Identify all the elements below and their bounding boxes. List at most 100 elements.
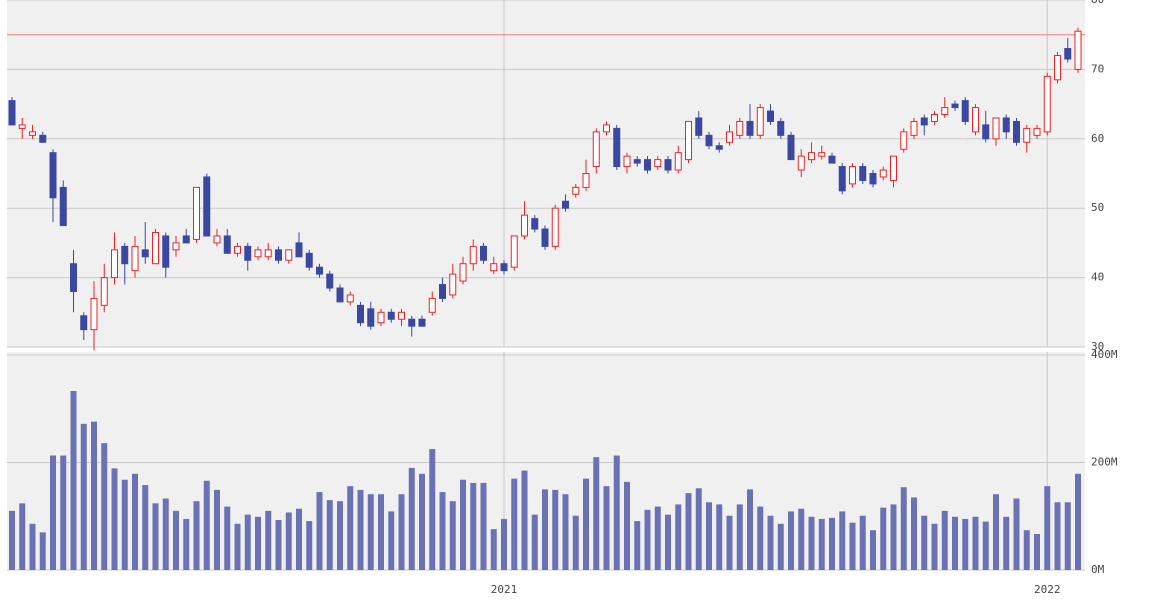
volume-bar [70, 391, 77, 570]
volume-bar [982, 521, 989, 570]
volume-bar [1013, 498, 1020, 570]
candle-body [408, 318, 416, 327]
y-tick-label: 70 [1091, 62, 1104, 75]
candle-body [623, 155, 631, 168]
candle-body [418, 318, 426, 327]
candle-body [316, 266, 323, 275]
volume-bar [777, 523, 784, 570]
y-tick-label: 30 [1091, 340, 1104, 353]
candle-body [797, 155, 805, 171]
candle-body [910, 120, 918, 136]
candle-body [756, 107, 764, 136]
volume-bar [419, 473, 425, 570]
candle-body [39, 134, 47, 143]
candle-body [941, 107, 949, 116]
candle-body [510, 235, 518, 268]
volume-bar [480, 482, 487, 570]
volume-bar [1003, 516, 1010, 570]
volume-bar [80, 423, 87, 570]
volume-bar [849, 522, 856, 570]
candle-body [469, 245, 477, 265]
candle-body [111, 249, 118, 279]
candle-body [592, 131, 600, 168]
volume-bar [296, 508, 302, 570]
candle-body [49, 152, 57, 199]
volume-bar [460, 479, 466, 570]
candle-body [1064, 48, 1072, 60]
volume-bar [173, 510, 179, 570]
candle-body [695, 117, 703, 136]
candle-body [70, 263, 77, 292]
x-tick-label: 2021 [491, 583, 518, 596]
volume-bar [972, 516, 979, 570]
volume-bar [634, 521, 641, 570]
volume-bar [1034, 533, 1040, 570]
volume-bar [911, 497, 917, 570]
volume-bar [767, 515, 774, 570]
volume-bar [808, 516, 815, 570]
volume-bar [50, 455, 56, 570]
candle-body [285, 249, 293, 261]
candle-body [8, 100, 16, 126]
candle-body [818, 152, 826, 157]
volume-bar [962, 518, 969, 570]
volume-bar [29, 523, 36, 570]
candle-body [1002, 117, 1010, 133]
candle-body [1013, 120, 1020, 143]
candle-body [982, 124, 990, 140]
volume-bar [654, 506, 661, 570]
candle-body [29, 131, 36, 136]
candle-body [1074, 30, 1082, 70]
candle-body [746, 120, 754, 136]
candle-body [121, 245, 129, 265]
candle-body [500, 263, 508, 272]
candle-body [336, 287, 344, 303]
candle-body [1054, 55, 1061, 81]
volume-bar [193, 501, 200, 570]
volume-bar [511, 478, 518, 570]
volume-bar [624, 481, 630, 570]
y-tick-label: 60 [1091, 132, 1104, 145]
candle-body [572, 186, 580, 195]
candle-body [223, 235, 231, 254]
candle-body [879, 169, 887, 178]
candle-body [705, 134, 713, 147]
candle-body [439, 284, 446, 299]
volume-bar [101, 443, 108, 570]
volume-bar [142, 485, 149, 570]
candle-body [869, 173, 877, 185]
volume-bar [9, 510, 15, 570]
volume-bar [183, 518, 190, 570]
candle-body [521, 214, 528, 237]
candle-body [18, 124, 26, 129]
candle-body [777, 120, 785, 136]
x-tick-label: 2022 [1034, 583, 1061, 596]
candle-body [644, 159, 651, 171]
y2-tick-label: 0M [1091, 563, 1105, 576]
volume-bar [316, 492, 323, 570]
candle-body [234, 245, 241, 254]
candle-body [357, 304, 364, 324]
volume-bar [695, 488, 702, 570]
volume-bar [275, 520, 282, 570]
candle-body [951, 103, 959, 109]
volume-bar [706, 502, 712, 570]
candle-body [531, 218, 539, 230]
volume-bar [562, 494, 569, 570]
volume-bar [501, 518, 507, 570]
candle-body [849, 166, 856, 185]
candle-body [172, 242, 180, 251]
volume-bar [880, 507, 887, 570]
candle-body [59, 186, 67, 227]
candle-body [828, 155, 836, 164]
volume-bar [132, 473, 138, 570]
price-panel [7, 0, 1085, 347]
volume-bar [408, 467, 415, 570]
volume-bar [357, 489, 364, 570]
candle-body [480, 245, 487, 261]
volume-bar [265, 510, 272, 570]
volume-bar [890, 504, 897, 570]
volume-bar [521, 470, 528, 570]
volume-bar [214, 489, 220, 570]
